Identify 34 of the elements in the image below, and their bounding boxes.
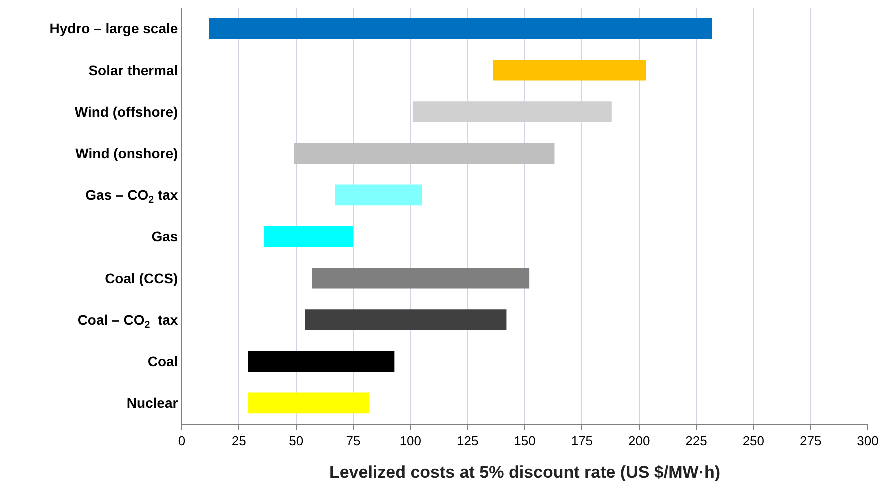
x-tick-label: 200 [628,434,650,449]
x-tick-label: 75 [346,434,361,449]
bar [248,351,395,372]
y-tick-label: Coal [148,354,178,370]
y-tick-label: Gas [152,228,178,245]
x-tick-label: 175 [571,434,594,449]
x-axis-title: Levelized costs at 5% discount rate (US $/MW·h) [329,463,721,482]
x-tick-label: 0 [178,434,186,449]
y-tick-label: Coal – CO$_{2}$ tax [78,312,178,331]
bar [294,143,555,164]
y-tick-label: Wind (offshore) [74,104,178,120]
x-tick-label: 225 [686,434,708,449]
bar [264,226,354,248]
bar [209,18,713,40]
x-tick-label: 150 [514,434,536,449]
bar [248,392,370,414]
x-tick-label: 275 [800,434,822,449]
y-tick-label: Coal (CCS) [105,270,178,286]
y-tick-label: Wind (onshore) [76,146,178,162]
bar [492,60,646,81]
bar [312,268,530,289]
y-tick-label: Solar thermal [88,62,178,78]
x-tick-label: 100 [400,434,422,449]
x-tick-label: 250 [742,434,765,449]
y-tick-label: Nuclear [126,395,179,412]
bar [305,310,507,330]
y-tick-label: Gas – CO$_{2}$ tax [86,187,178,206]
x-tick-label: 50 [289,434,304,449]
y-tick-label: Hydro – large scale [50,20,178,37]
bar [412,102,612,122]
x-tick-label: 25 [232,434,246,449]
x-tick-label: 125 [456,434,479,449]
bar [335,184,422,206]
x-tick-label: 300 [857,434,879,449]
